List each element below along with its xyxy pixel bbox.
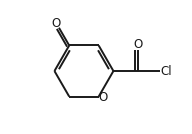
- Text: O: O: [99, 91, 108, 104]
- Text: Cl: Cl: [161, 64, 172, 78]
- Text: O: O: [52, 17, 61, 30]
- Text: O: O: [133, 38, 142, 51]
